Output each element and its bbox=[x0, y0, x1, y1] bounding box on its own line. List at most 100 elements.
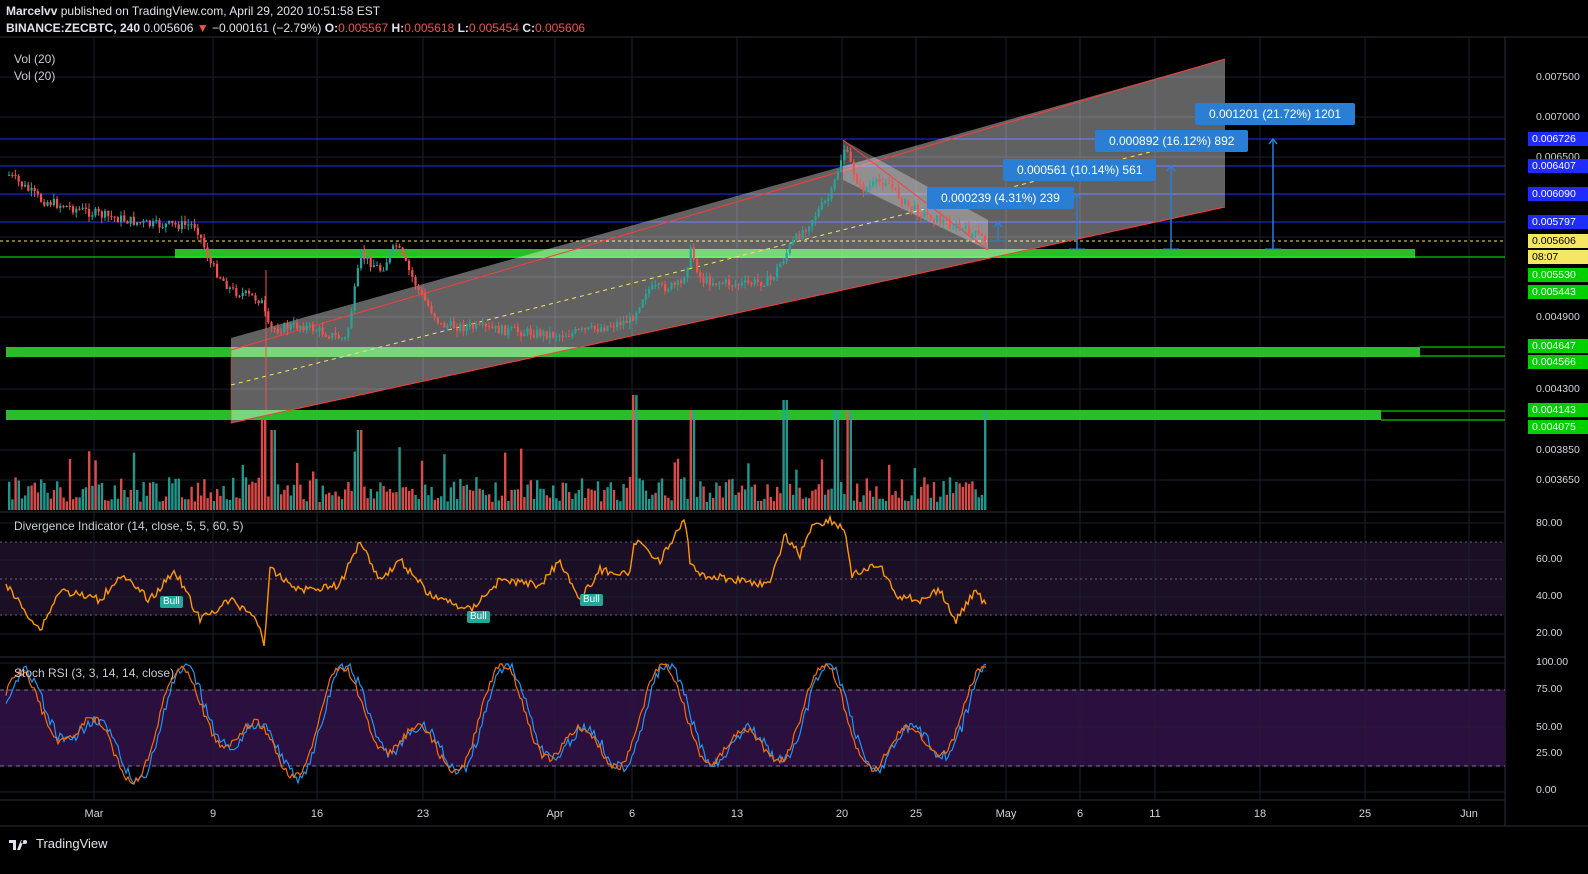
candle-body bbox=[132, 216, 135, 225]
candle-body bbox=[254, 295, 257, 301]
candle-body bbox=[187, 224, 190, 226]
candle-body bbox=[184, 221, 187, 225]
volume-bar bbox=[24, 495, 27, 510]
last-price-tag: 0.005606 bbox=[1528, 234, 1588, 248]
volume-bar bbox=[737, 492, 740, 510]
candle-body bbox=[33, 188, 36, 192]
measure-label[interactable]: 0.000239 (4.31%) 239 bbox=[927, 187, 1074, 209]
volume-bar bbox=[449, 487, 452, 510]
measure-label[interactable]: 0.000561 (10.14%) 561 bbox=[1003, 159, 1157, 181]
candle-body bbox=[376, 265, 379, 267]
volume-bar bbox=[612, 489, 616, 510]
author-name[interactable]: Marcelvv bbox=[6, 4, 58, 18]
measure-label[interactable]: 0.001201 (21.72%) 1201 bbox=[1195, 103, 1356, 125]
support-tag: 0.004075 bbox=[1528, 420, 1588, 434]
candle-body bbox=[52, 198, 55, 206]
candle-body bbox=[289, 324, 292, 330]
volume-bar bbox=[337, 496, 340, 510]
candle-body bbox=[478, 323, 481, 325]
div-axis-label: 80.00 bbox=[1536, 517, 1563, 529]
candle-body bbox=[401, 247, 404, 255]
candle-body bbox=[731, 285, 734, 287]
volume-bar bbox=[491, 501, 494, 510]
stoch-rsi-lines bbox=[5, 662, 987, 786]
footer-brand[interactable]: TradingView bbox=[8, 836, 108, 851]
ascending-channel[interactable] bbox=[230, 58, 1226, 424]
candle-body bbox=[507, 327, 510, 336]
volume-label-2[interactable]: Vol (20) bbox=[14, 69, 56, 83]
volume-bar bbox=[734, 494, 737, 510]
volume-bar bbox=[331, 495, 334, 510]
candle-body bbox=[17, 175, 20, 182]
candle-body bbox=[888, 183, 891, 185]
stoch-axis-label: 75.00 bbox=[1536, 683, 1563, 695]
candle-body bbox=[100, 211, 103, 218]
candle-body bbox=[392, 245, 395, 253]
volume-bar bbox=[792, 494, 795, 510]
candle-body bbox=[81, 207, 84, 210]
candle-body bbox=[59, 205, 62, 208]
volume-bar bbox=[692, 410, 696, 510]
candle-body bbox=[104, 210, 107, 218]
stoch-axis-label: 0.00 bbox=[1536, 784, 1557, 796]
volume-bar bbox=[414, 494, 417, 510]
volume-bar bbox=[916, 498, 920, 510]
date-label: 16 bbox=[310, 808, 324, 820]
candle-body bbox=[932, 220, 935, 223]
symbol-name[interactable]: BINANCE:ZECBTC, 240 bbox=[6, 21, 141, 35]
candle-body bbox=[360, 250, 363, 269]
candle-body bbox=[286, 323, 289, 330]
volume-bar bbox=[833, 410, 836, 510]
volume-bar bbox=[532, 498, 536, 510]
volume-bar bbox=[369, 488, 372, 510]
candle-body bbox=[468, 324, 471, 327]
candle-body bbox=[868, 185, 871, 188]
volume-bar bbox=[843, 493, 846, 510]
volume-bar bbox=[420, 460, 424, 510]
date-label: 25 bbox=[1358, 808, 1372, 820]
candle-body bbox=[680, 280, 683, 284]
candle-body bbox=[139, 222, 142, 224]
candle-body bbox=[350, 311, 353, 329]
candle-body bbox=[945, 220, 948, 222]
volume-bar bbox=[961, 486, 964, 510]
symbol-legend: BINANCE:ZECBTC, 240 0.005606 ▼ −0.000161… bbox=[6, 21, 585, 35]
volume-bar bbox=[724, 482, 728, 510]
candle-body bbox=[696, 259, 699, 273]
volume-bar bbox=[462, 485, 465, 510]
candle-body bbox=[94, 208, 97, 216]
candle-body bbox=[404, 254, 407, 261]
stoch-d-line bbox=[5, 663, 987, 785]
volume-bar bbox=[907, 501, 910, 510]
volume-bar bbox=[155, 483, 158, 510]
candle-body bbox=[795, 233, 798, 241]
volume-bar bbox=[974, 489, 977, 510]
volume-bars bbox=[8, 395, 987, 510]
open-value: 0.005567 bbox=[338, 21, 389, 35]
candle-body bbox=[446, 325, 449, 328]
volume-bar bbox=[971, 481, 974, 510]
volume-bar bbox=[267, 496, 270, 510]
volume-bar bbox=[500, 495, 504, 510]
candle-body bbox=[420, 289, 423, 294]
volume-bar bbox=[632, 395, 635, 510]
volume-bar bbox=[696, 497, 699, 510]
volume-label[interactable]: Vol (20) bbox=[14, 52, 56, 66]
volume-bar bbox=[542, 488, 545, 510]
divergence-label[interactable]: Divergence Indicator (14, close, 5, 5, 6… bbox=[14, 519, 244, 533]
volume-bar bbox=[152, 481, 155, 510]
price-axis-label: 0.007000 bbox=[1536, 111, 1580, 123]
volume-bar bbox=[200, 495, 203, 510]
measure-label[interactable]: 0.000892 (16.12%) 892 bbox=[1095, 130, 1249, 152]
volume-bar bbox=[952, 493, 955, 510]
candle-body bbox=[827, 198, 830, 202]
volume-bar bbox=[340, 499, 344, 510]
stoch-axis-label: 100.00 bbox=[1536, 656, 1569, 668]
volume-bar bbox=[984, 410, 987, 510]
volume-bar bbox=[523, 497, 526, 510]
stoch-label[interactable]: Stoch RSI (3, 3, 14, 14, close) bbox=[14, 666, 175, 680]
volume-bar bbox=[964, 482, 968, 510]
candle-body bbox=[785, 253, 788, 261]
publish-info: Marcelvv published on TradingView.com, A… bbox=[6, 4, 380, 18]
